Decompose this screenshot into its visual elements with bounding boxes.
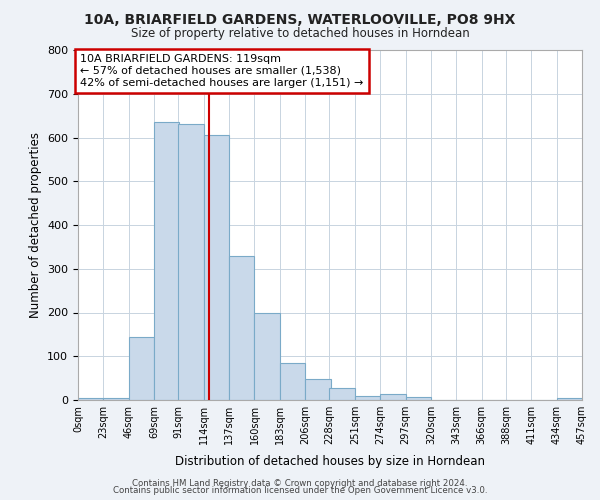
Text: Contains HM Land Registry data © Crown copyright and database right 2024.: Contains HM Land Registry data © Crown c… <box>132 478 468 488</box>
Bar <box>355 396 380 400</box>
Bar <box>204 136 229 400</box>
Bar <box>305 380 331 400</box>
Bar <box>178 124 204 400</box>
Bar <box>406 396 431 400</box>
Bar <box>154 122 179 400</box>
Text: 10A BRIARFIELD GARDENS: 119sqm
← 57% of detached houses are smaller (1,538)
42% : 10A BRIARFIELD GARDENS: 119sqm ← 57% of … <box>80 54 364 88</box>
Text: Size of property relative to detached houses in Horndean: Size of property relative to detached ho… <box>131 28 469 40</box>
Bar <box>329 388 355 400</box>
Y-axis label: Number of detached properties: Number of detached properties <box>29 132 41 318</box>
Text: Contains public sector information licensed under the Open Government Licence v3: Contains public sector information licen… <box>113 486 487 495</box>
Bar <box>229 256 254 400</box>
Bar <box>254 312 280 400</box>
X-axis label: Distribution of detached houses by size in Horndean: Distribution of detached houses by size … <box>175 456 485 468</box>
Bar <box>280 363 305 400</box>
Bar <box>78 398 103 400</box>
Bar <box>103 398 129 400</box>
Bar <box>557 398 582 400</box>
Bar <box>129 336 154 400</box>
Bar <box>380 394 406 400</box>
Text: 10A, BRIARFIELD GARDENS, WATERLOOVILLE, PO8 9HX: 10A, BRIARFIELD GARDENS, WATERLOOVILLE, … <box>85 12 515 26</box>
